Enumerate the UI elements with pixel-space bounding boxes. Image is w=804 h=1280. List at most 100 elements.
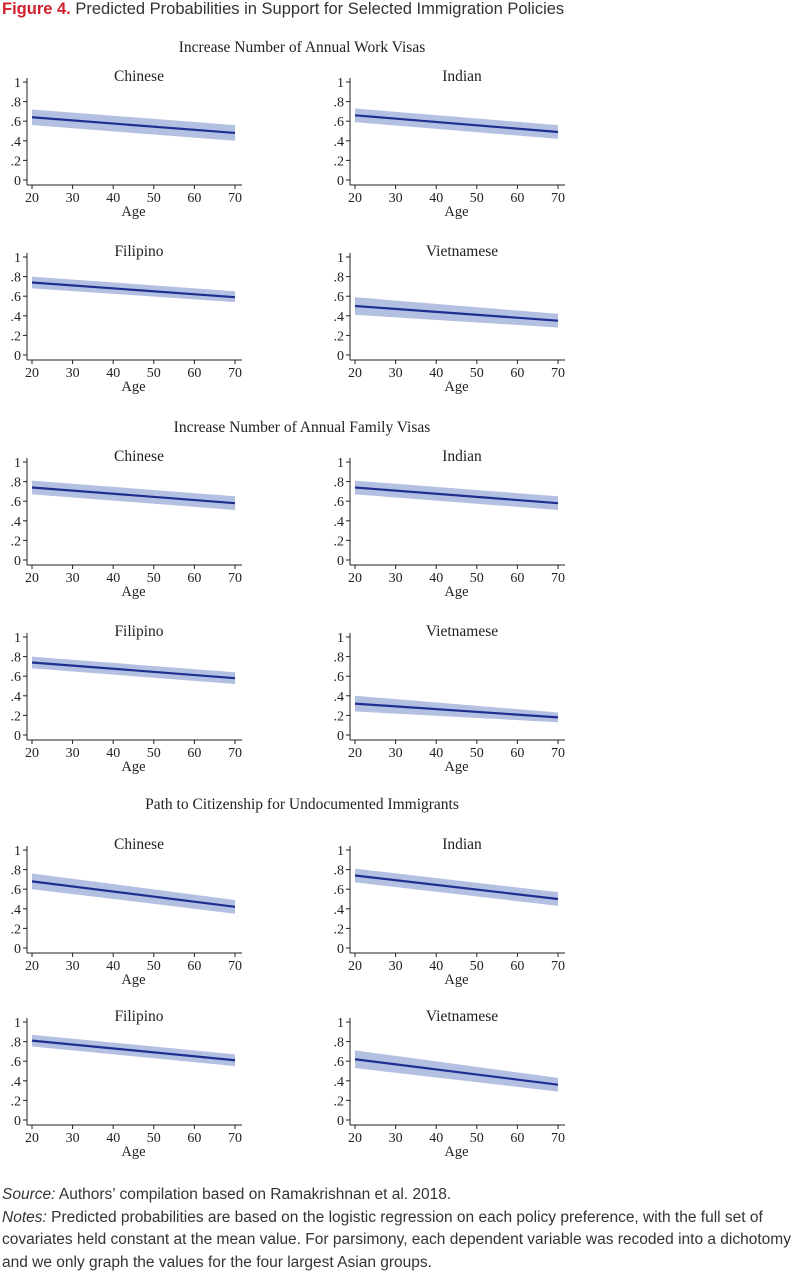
- figure-charts: Increase Number of Annual Work Visas 0 .2.…: [11, 39, 565, 1160]
- y-tick-label: 0: [337, 554, 344, 569]
- x-tick-label: 70: [228, 746, 242, 761]
- x-tick-label: 50: [147, 191, 161, 206]
- x-axis-label: Age: [121, 972, 145, 988]
- y-tick-label: 1: [337, 76, 344, 91]
- x-tick-label: 30: [66, 746, 80, 761]
- y-tick-label: 0: [14, 729, 21, 744]
- y-tick-label: .2: [334, 922, 345, 937]
- y-tick-label: .6: [11, 495, 22, 510]
- x-tick-label: 30: [389, 571, 403, 586]
- prediction-line: [31, 880, 236, 908]
- y-tick-label: .6: [334, 670, 345, 685]
- x-tick-label: 20: [348, 1131, 362, 1146]
- x-tick-label: 30: [389, 366, 403, 381]
- prediction-line: [31, 116, 236, 135]
- panel-vietnamese: 0 .2 .4 .6 .8 1 20 30 40 50 60 70 Age Vietnamese: [334, 243, 565, 395]
- y-tick-label: .2: [11, 1094, 22, 1109]
- x-tick-label: 60: [510, 191, 524, 206]
- panel-title: Filipino: [114, 243, 163, 260]
- y-tick-label: 0: [337, 942, 344, 957]
- x-tick-label: 70: [228, 959, 242, 974]
- x-tick-label: 70: [551, 746, 565, 761]
- y-tick-label: 1: [14, 76, 21, 91]
- x-tick-label: 50: [147, 959, 161, 974]
- y-tick-label: .2: [11, 329, 22, 344]
- x-tick-label: 20: [348, 746, 362, 761]
- y-tick-label: .8: [334, 1036, 345, 1051]
- y-tick-label: .6: [334, 290, 345, 305]
- y-tick-label: .2: [11, 709, 22, 724]
- y-tick-label: .4: [334, 135, 345, 150]
- x-axis-label: Age: [444, 1144, 468, 1160]
- prediction-line: [354, 486, 559, 505]
- prediction-line: [354, 114, 559, 134]
- section-title: Increase Number of Annual Family Visas: [174, 419, 431, 436]
- panel-indian: 0 .2 .4 .6 .8 1 20 30 40 50 60 70 Age Indian: [334, 836, 565, 988]
- y-tick-label: .4: [11, 515, 22, 530]
- x-tick-label: 20: [25, 191, 39, 206]
- prediction-line: [31, 486, 236, 505]
- x-tick-label: 30: [66, 571, 80, 586]
- x-tick-label: 70: [551, 1131, 565, 1146]
- x-tick-label: 40: [429, 571, 443, 586]
- panel-title: Chinese: [114, 68, 164, 85]
- y-tick-label: 1: [14, 251, 21, 266]
- y-tick-label: 1: [337, 631, 344, 646]
- prediction-line: [354, 304, 559, 322]
- y-tick-label: .6: [334, 883, 345, 898]
- prediction-line: [31, 661, 236, 680]
- y-tick-label: .8: [334, 651, 345, 666]
- y-tick-label: .8: [11, 864, 22, 879]
- x-tick-label: 50: [470, 959, 484, 974]
- panel-title: Vietnamese: [426, 243, 498, 260]
- x-tick-label: 60: [510, 366, 524, 381]
- x-tick-label: 50: [470, 571, 484, 586]
- panel-vietnamese: 0 .2 .4 .6 .8 1 20 30 40 50 60 70 Age Vietnamese: [334, 1008, 565, 1160]
- panel-filipino: 0 .2 .4 .6 .8 1 20 30 40 50 60 70 Age Filipino: [11, 623, 242, 775]
- panel-title: Vietnamese: [426, 1008, 498, 1025]
- panel-indian: 0 .2 .4 .6 .8 1 20 30 40 50 60 70 Age Indian: [334, 68, 565, 220]
- y-tick-label: .8: [11, 271, 22, 286]
- y-tick-label: .2: [334, 709, 345, 724]
- x-tick-label: 30: [66, 959, 80, 974]
- y-tick-label: .2: [334, 1094, 345, 1109]
- y-tick-label: 0: [337, 1114, 344, 1129]
- y-tick-label: 1: [337, 844, 344, 859]
- x-tick-label: 20: [348, 959, 362, 974]
- notes-line: Notes: Predicted probabilities are based…: [2, 1207, 802, 1275]
- y-tick-label: .2: [334, 154, 345, 169]
- section-title: Path to Citizenship for Undocumented Imm…: [145, 796, 459, 813]
- panel-title: Indian: [442, 68, 482, 85]
- x-tick-label: 60: [187, 746, 201, 761]
- y-tick-label: 0: [14, 174, 21, 189]
- x-axis-label: Age: [121, 1144, 145, 1160]
- x-tick-label: 70: [551, 366, 565, 381]
- x-tick-label: 60: [187, 571, 201, 586]
- x-tick-label: 60: [510, 746, 524, 761]
- panel-chinese: 0 .2 .4 .6 .8 1 20 30 40 50 60 70 Age Chinese: [11, 68, 242, 220]
- panel-title: Filipino: [114, 1008, 163, 1025]
- y-tick-label: .4: [11, 690, 22, 705]
- y-tick-label: .8: [11, 476, 22, 491]
- y-tick-label: .4: [334, 903, 345, 918]
- x-tick-label: 50: [470, 191, 484, 206]
- x-tick-label: 60: [187, 366, 201, 381]
- x-tick-label: 30: [66, 366, 80, 381]
- y-tick-label: .2: [334, 534, 345, 549]
- x-axis-label: Age: [121, 759, 145, 775]
- x-tick-label: 70: [551, 959, 565, 974]
- panel-title: Chinese: [114, 448, 164, 465]
- source-text: Authors’ compilation based on Ramakrishn…: [55, 1186, 452, 1203]
- y-tick-label: 1: [14, 456, 21, 471]
- x-axis-label: Age: [444, 584, 468, 600]
- x-tick-label: 40: [429, 746, 443, 761]
- y-tick-label: .4: [11, 310, 22, 325]
- x-tick-label: 40: [106, 366, 120, 381]
- prediction-line: [31, 1039, 236, 1062]
- prediction-line: [354, 874, 559, 901]
- x-tick-label: 60: [187, 191, 201, 206]
- y-tick-label: .2: [11, 154, 22, 169]
- x-tick-label: 30: [389, 746, 403, 761]
- x-tick-label: 30: [389, 1131, 403, 1146]
- x-tick-label: 20: [25, 1131, 39, 1146]
